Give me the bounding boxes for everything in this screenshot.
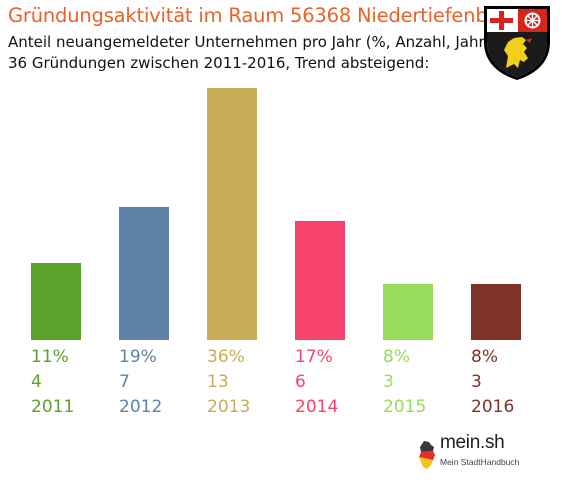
percent-label-2014: 17% [295, 347, 333, 367]
chart-subtitle-line-1: Anteil neuangemeldeter Unternehmen pro J… [8, 33, 491, 51]
count-label-2014: 6 [295, 372, 306, 392]
count-label-2016: 3 [471, 372, 482, 392]
coat-of-arms-icon [484, 6, 550, 80]
percent-label-2012: 19% [119, 347, 157, 367]
count-label-2012: 7 [119, 372, 130, 392]
count-label-2013: 13 [207, 372, 229, 392]
mein-sh-logo: mein.sh Mein StadtHandbuch [416, 432, 524, 474]
bar-2014 [295, 221, 345, 340]
bar-2012 [119, 207, 169, 340]
count-label-2015: 3 [383, 372, 394, 392]
year-label-2011: 2011 [31, 397, 75, 417]
bar-2016 [471, 284, 521, 340]
chart-subtitle-line-2: 36 Gründungen zwischen 2011-2016, Trend … [8, 54, 430, 72]
percent-label-2016: 8% [471, 347, 498, 367]
bar-2013 [207, 88, 257, 340]
year-label-2015: 2015 [383, 397, 427, 417]
year-label-2013: 2013 [207, 397, 251, 417]
count-label-2011: 4 [31, 372, 42, 392]
year-label-2016: 2016 [471, 397, 515, 417]
year-label-2012: 2012 [119, 397, 163, 417]
percent-label-2013: 36% [207, 347, 245, 367]
percent-label-2011: 11% [31, 347, 69, 367]
bar-2011 [31, 263, 81, 340]
chart-title: Gründungsaktivität im Raum 56368 Niedert… [8, 4, 522, 27]
logo-name: mein.sh [440, 432, 505, 453]
bar-chart [31, 88, 521, 340]
germany-map-icon [419, 441, 435, 469]
bar-2015 [383, 284, 433, 340]
logo-tagline: Mein StadtHandbuch [440, 457, 520, 467]
percent-label-2015: 8% [383, 347, 410, 367]
year-label-2014: 2014 [295, 397, 339, 417]
